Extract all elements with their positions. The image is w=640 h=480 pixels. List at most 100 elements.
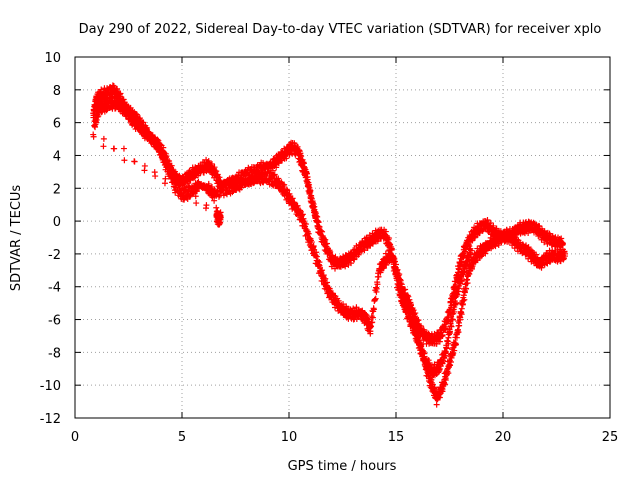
data-point — [294, 143, 301, 150]
data-point — [449, 316, 456, 323]
x-tick-label: 5 — [178, 430, 186, 445]
data-point — [127, 108, 134, 115]
axis-ticks — [74, 56, 611, 419]
data-point — [460, 271, 467, 278]
data-point — [216, 174, 223, 181]
data-point — [463, 266, 470, 273]
data-point — [448, 323, 455, 330]
y-tick-label: -8 — [48, 346, 61, 361]
data-point — [391, 256, 398, 263]
data-point — [217, 213, 224, 220]
data-point — [452, 341, 459, 348]
data-point — [131, 158, 138, 165]
data-point — [402, 298, 409, 305]
data-point — [450, 350, 457, 357]
data-point — [359, 307, 366, 314]
data-point — [464, 280, 471, 287]
data-point — [100, 143, 107, 150]
data-point — [436, 365, 443, 372]
data-point — [298, 153, 305, 160]
data-point — [152, 173, 159, 180]
data-point — [268, 169, 275, 176]
data-point — [144, 126, 151, 133]
data-point — [351, 256, 358, 263]
data-point — [436, 338, 443, 345]
data-point — [170, 172, 177, 179]
data-point — [160, 144, 167, 151]
data-point — [283, 155, 290, 162]
data-point — [445, 370, 452, 377]
data-point — [374, 281, 381, 288]
data-point — [433, 340, 440, 347]
data-point — [461, 296, 468, 303]
data-point — [121, 157, 128, 164]
data-point — [320, 272, 327, 279]
data-point — [406, 296, 413, 303]
data-point — [314, 213, 321, 220]
data-point — [191, 174, 198, 181]
data-point — [111, 145, 118, 152]
x-tick-label: 0 — [71, 430, 79, 445]
data-point — [286, 151, 293, 158]
data-point — [114, 85, 121, 92]
data-point — [213, 168, 220, 175]
data-point — [382, 228, 389, 235]
data-point — [316, 224, 323, 231]
data-point — [294, 202, 301, 209]
data-point — [353, 304, 360, 311]
data-point — [447, 362, 454, 369]
x-tick-label: 10 — [281, 430, 298, 445]
data-point — [445, 340, 452, 347]
data-point — [136, 118, 143, 125]
y-tick-label: -2 — [48, 248, 61, 263]
data-point — [273, 164, 280, 171]
data-point — [342, 263, 349, 270]
data-point — [319, 267, 326, 274]
y-tick-label: -4 — [48, 281, 61, 296]
data-point — [208, 161, 215, 168]
data-point — [421, 350, 428, 357]
data-point — [348, 260, 355, 267]
data-point — [436, 394, 443, 401]
chart-title: Day 290 of 2022, Sidereal Day-to-day VTE… — [79, 22, 602, 37]
data-point — [275, 175, 282, 182]
data-point — [303, 170, 310, 177]
y-tick-label: 4 — [53, 149, 61, 164]
data-point — [182, 193, 189, 200]
data-point — [176, 182, 183, 189]
data-point — [297, 150, 304, 157]
data-point — [452, 300, 459, 307]
grid — [75, 57, 610, 418]
data-point — [314, 218, 321, 225]
data-point — [458, 311, 465, 318]
data-point — [484, 216, 491, 223]
data-point — [208, 183, 215, 190]
x-tick-label: 15 — [388, 430, 405, 445]
data-point — [487, 219, 494, 226]
data-point — [490, 222, 497, 229]
data-point — [120, 145, 127, 152]
data-point — [304, 173, 311, 180]
data-point — [372, 296, 379, 303]
data-point — [455, 329, 462, 336]
data-point — [355, 251, 362, 258]
data-point — [93, 119, 100, 126]
data-point — [323, 279, 330, 286]
y-tick-label: 2 — [53, 182, 61, 197]
data-point — [192, 193, 199, 200]
data-points — [90, 82, 569, 408]
y-tick-labels: -12 -10 -8 -6 -4 -2 0 2 4 6 8 10 — [40, 51, 61, 427]
data-point — [439, 333, 446, 340]
data-point — [300, 160, 307, 167]
data-point — [493, 225, 500, 232]
y-tick-label: 10 — [44, 51, 61, 66]
data-point — [431, 384, 438, 391]
data-point — [442, 325, 449, 332]
data-point — [307, 187, 314, 194]
data-point — [375, 273, 382, 280]
data-point — [466, 258, 473, 265]
data-point — [374, 238, 381, 245]
data-point — [412, 324, 419, 331]
data-point — [172, 179, 179, 186]
